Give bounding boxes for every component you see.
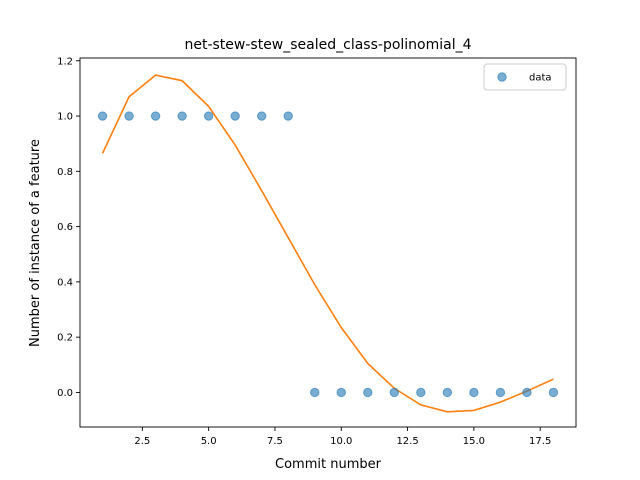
- y-tick-label: 0.0: [57, 388, 73, 399]
- y-tick-label: 1.2: [57, 56, 73, 67]
- x-tick-label: 17.5: [529, 436, 551, 447]
- y-axis-label: Number of instance of a feature: [28, 139, 43, 347]
- data-point: [310, 387, 320, 398]
- data-point: [416, 387, 426, 398]
- data-point: [177, 111, 187, 121]
- fit-line: [101, 74, 554, 413]
- y-tick-label: 0.8: [57, 167, 73, 178]
- x-axis-label: Commit number: [275, 457, 382, 472]
- plot-area: 2.5 5.0 7.5 10.0 12.5 15.0 17.5 0.0 0.2 0.4 0.6 0.8…: [57, 56, 577, 447]
- data-point: [336, 387, 346, 398]
- y-tick-label: 1.0: [57, 112, 73, 123]
- data-point: [256, 111, 267, 121]
- data-point: [442, 387, 453, 398]
- data-point: [548, 387, 559, 398]
- data-point: [283, 111, 293, 121]
- x-tick-label: 12.5: [396, 436, 418, 447]
- y-tick-label: 0.2: [57, 333, 73, 344]
- data-point: [203, 111, 214, 121]
- y-tick-label: 0.6: [57, 222, 73, 233]
- axes-frame: [79, 57, 577, 428]
- y-tick-label: 0.4: [57, 277, 73, 288]
- data-point: [230, 111, 240, 121]
- x-tick-label: 15.0: [463, 436, 485, 447]
- legend-marker: [497, 72, 507, 82]
- legend-box: [483, 63, 567, 91]
- x-tick-label: 10.0: [330, 436, 352, 447]
- legend: data: [483, 63, 567, 91]
- data-point: [363, 387, 373, 398]
- chart-title: net-stew-stew_sealed_class-polinomial_4: [184, 37, 471, 53]
- data-point: [469, 387, 479, 398]
- legend-label: data: [529, 73, 552, 84]
- x-tick-label: 7.5: [267, 436, 283, 447]
- data-point: [495, 387, 506, 398]
- data-point: [522, 387, 532, 398]
- data-point: [150, 111, 161, 121]
- data-point: [124, 111, 134, 121]
- data-point: [97, 111, 108, 121]
- x-tick-label: 2.5: [134, 436, 150, 447]
- data-point: [389, 387, 400, 398]
- x-tick-label: 5.0: [201, 436, 217, 447]
